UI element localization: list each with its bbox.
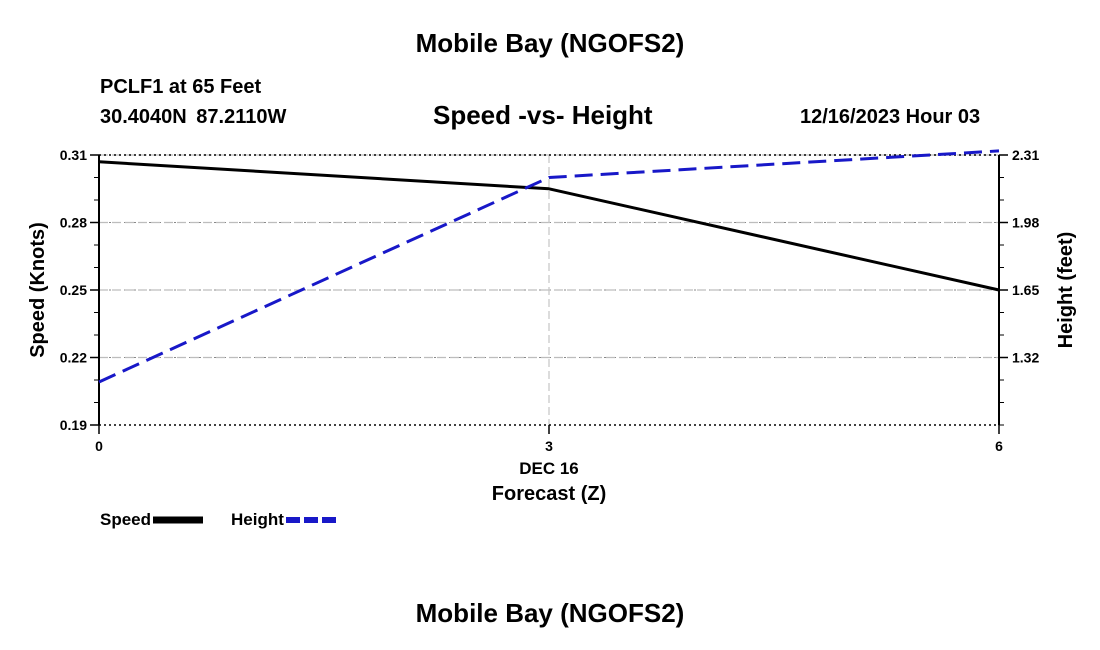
series-line-height bbox=[98, 149, 1000, 384]
page-title: Mobile Bay (NGOFS2) bbox=[415, 28, 685, 58]
legend-item-speed: Speed bbox=[100, 509, 205, 531]
coordinates-label: 30.4040N 87.2110W bbox=[100, 106, 287, 128]
speed-height-chart: 0.19 0.22 0.25 0.28 0.31 1.32 1.65 1.98 2.31 0 3 6 D… bbox=[27, 147, 1077, 505]
x-axis-label: Forecast (Z) bbox=[492, 483, 606, 505]
right-tick-label-2: 1.98 bbox=[1012, 215, 1039, 231]
legend-swatch-height bbox=[285, 517, 336, 523]
left-tick-label-1: 0.22 bbox=[60, 350, 87, 366]
left-axis-label: Speed (Knots) bbox=[27, 222, 49, 358]
right-tick-label-3: 2.31 bbox=[1012, 147, 1039, 163]
right-tick-label-1: 1.65 bbox=[1012, 282, 1039, 298]
series-line-speed bbox=[98, 160, 1000, 292]
legend-label-height: Height bbox=[231, 510, 284, 529]
left-tick-label-2: 0.25 bbox=[60, 282, 87, 298]
left-tick-label-0: 0.19 bbox=[60, 417, 87, 433]
legend-label-speed: Speed bbox=[100, 510, 152, 529]
footer-title: Mobile Bay (NGOFS2) bbox=[415, 598, 685, 628]
x-tick-label-2: 6 bbox=[995, 438, 1003, 454]
x-tick-label-0: 0 bbox=[95, 438, 103, 454]
legend-item-height: Height bbox=[231, 509, 338, 531]
right-axis-label: Height (feet) bbox=[1055, 232, 1077, 349]
x-tick-label-1: 3 bbox=[545, 438, 553, 454]
left-tick-label-4: 0.31 bbox=[60, 147, 87, 163]
legend-swatch-speed bbox=[153, 516, 204, 524]
x-axis-date-label: DEC 16 bbox=[519, 459, 579, 478]
station-label: PCLF1 at 65 Feet bbox=[100, 76, 262, 98]
chart-title: Speed -vs- Height bbox=[433, 100, 653, 130]
right-tick-label-0: 1.32 bbox=[1012, 350, 1039, 366]
left-tick-label-3: 0.28 bbox=[60, 215, 87, 231]
forecast-date-label: 12/16/2023 Hour 03 bbox=[800, 106, 981, 128]
